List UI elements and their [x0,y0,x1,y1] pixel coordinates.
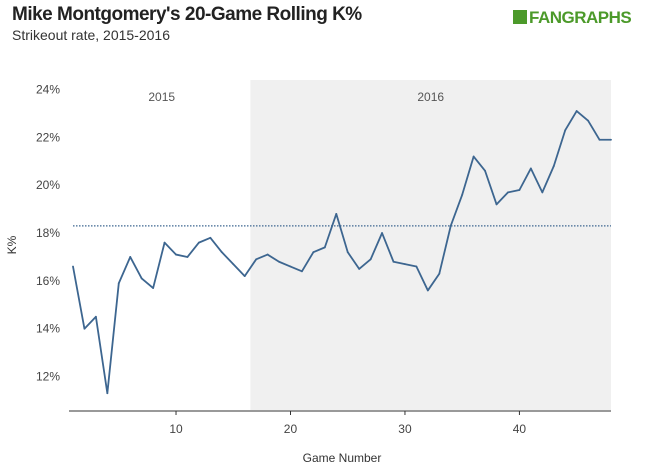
x-axis-label: Game Number [303,451,382,465]
data-point [449,224,452,227]
data-point [392,260,395,263]
data-point [106,392,109,395]
data-point [220,251,223,254]
data-point [255,258,258,261]
data-point [323,246,326,249]
data-point [312,251,315,254]
region-shade-2016 [250,80,611,410]
y-tick-label: 24% [36,83,60,97]
x-tick-label: 20 [284,422,298,436]
data-point [140,277,143,280]
data-point [610,138,612,141]
data-point [484,169,486,172]
data-point [575,110,578,112]
data-point [301,270,303,273]
logo-icon [513,10,527,24]
data-point [72,265,74,268]
y-axis-label: K% [5,235,19,254]
data-point [564,129,567,132]
data-point [529,167,532,170]
region-label-2016: 2016 [417,90,444,104]
data-point [404,263,406,266]
data-point [598,138,601,141]
data-point [415,265,418,268]
data-point [129,256,132,258]
data-point [83,327,86,330]
y-tick-label: 22% [36,130,60,144]
data-point [278,260,280,263]
data-point [381,232,383,234]
data-point [541,191,544,194]
y-tick-label: 12% [36,370,60,384]
data-point [472,155,475,158]
chart-title: Mike Montgomery's 20-Game Rolling K% [12,4,362,25]
data-point [117,282,120,285]
x-tick-label: 30 [398,422,412,436]
chart-subtitle: Strikeout rate, 2015-2016 [12,27,170,43]
data-point [369,258,372,261]
y-tick-label: 18% [36,226,60,240]
series-line [72,110,611,395]
x-tick-label: 10 [169,422,183,436]
data-point [198,241,200,244]
data-point [552,165,555,167]
data-point [335,213,338,215]
y-tick-label: 20% [36,178,60,192]
data-point [438,272,441,275]
data-point [426,289,429,292]
logo-text: FANGRAPHS [529,8,632,27]
data-point [495,203,498,206]
data-point [518,189,521,191]
data-point [209,236,212,239]
data-point [232,263,235,266]
y-tick-label: 16% [36,274,60,288]
data-point [358,268,361,270]
data-point [289,265,292,268]
data-point [186,256,189,258]
data-point [461,193,464,196]
data-point [94,315,97,318]
data-point [346,251,349,254]
region-label-2015: 2015 [148,90,175,104]
fangraphs-logo: FANGRAPHS [513,8,632,28]
data-point [163,241,166,244]
data-point [266,253,269,256]
data-point [587,119,590,122]
data-point [243,275,246,277]
y-tick-label: 14% [36,322,60,336]
data-point [175,253,177,256]
x-tick-label: 40 [513,422,527,436]
data-point [152,287,155,289]
data-point [507,191,509,194]
